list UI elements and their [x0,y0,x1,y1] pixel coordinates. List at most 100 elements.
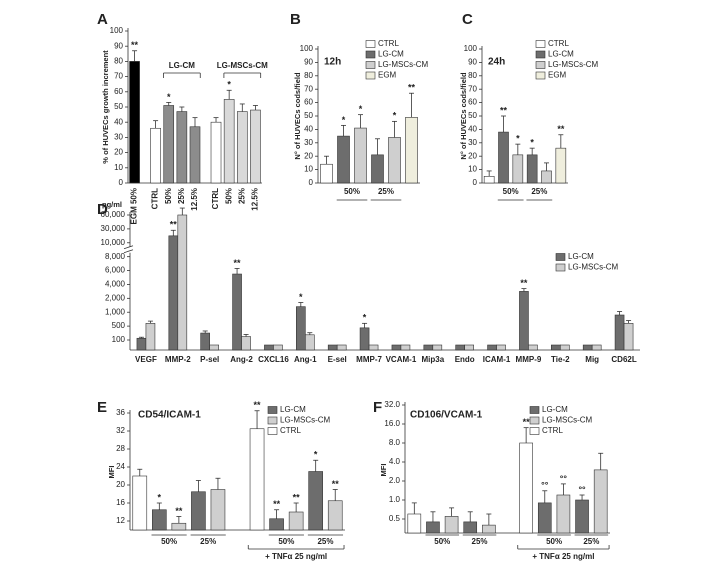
significance-label: * [363,313,367,323]
y-tick-label: 70 [468,84,477,93]
panel-label: D [97,201,108,218]
bar [129,61,140,184]
group-label: 50% [344,187,360,196]
y-tick-label: 8,000 [105,252,126,261]
x-tick-label: CTRL [211,188,220,209]
bar [191,491,206,531]
x-tick-label: 12.5% [251,188,260,211]
bar [308,471,323,531]
y-tick-label: 32.0 [384,400,400,409]
bar [305,334,315,351]
x-tick-label: MMP-7 [356,355,382,364]
legend-swatch [535,50,546,59]
bar [223,99,235,184]
bar [519,291,529,351]
bar [296,306,306,351]
legend-swatch [267,406,278,414]
bar [327,344,338,351]
bar [463,521,478,534]
y-tick-label: 16.0 [384,419,400,428]
y-tick-label: 100 [110,26,124,35]
significance-label: * [299,292,303,302]
bar [512,154,524,184]
significance-label: ** [234,258,242,268]
y-tick-label: 0 [119,178,124,187]
bar [575,499,589,534]
x-tick-label: VEGF [135,355,157,364]
bar [526,154,538,184]
legend-swatch [529,406,540,414]
y-axis-label: N° of HUVECs cods/field [293,72,302,160]
group-label: LG-MSCs-CM [217,61,268,70]
y-axis-label: N° of HUVECs cods/field [459,72,468,160]
axis-break [124,246,134,253]
y-tick-label: 36 [116,408,125,417]
bar [482,524,496,534]
x-tick-label: CD62L [611,355,636,364]
significance-label: * [516,134,520,144]
y-tick-label: 40 [114,117,123,126]
y-tick-label: 70 [114,72,123,81]
x-tick-label: 25% [237,188,246,204]
bar [264,344,274,351]
legend-label: LG-CM [542,405,568,414]
bar [145,323,156,351]
legend-label: LG-MSCs-CM [548,60,599,69]
legend-label: CTRL [378,39,399,48]
legend-swatch [535,61,546,69]
y-tick-label: 10 [304,165,313,174]
y-tick-label: 24 [116,462,125,471]
y-tick-label: 20 [114,148,123,157]
y-axis-label: MFI [107,466,116,479]
significance-label: ** [523,417,531,427]
y-tick-label: 60 [304,98,313,107]
bar [210,489,226,531]
bar [582,344,593,351]
group-label: 50% [278,537,294,546]
bar [555,147,567,184]
y-tick-label: 10,000 [101,238,126,247]
legend-label: LG-CM [378,50,404,59]
x-tick-label: 25% [177,188,186,204]
y-tick-label: 60,000 [101,210,126,219]
bar [444,516,459,534]
y-axis-label: MFI [379,464,388,477]
axis-break [123,245,134,250]
x-tick-label: 50% [164,188,173,204]
bar [496,344,506,351]
bar [327,500,343,531]
significance-label: ** [520,278,528,288]
group-label: 50% [434,537,450,546]
legend-label: LG-CM [568,252,594,261]
y-tick-label: 60 [468,98,477,107]
y-tick-label: 30 [114,133,123,142]
x-tick-label: 12.5% [190,188,199,211]
legend-swatch [267,427,278,435]
significance-label: * [167,92,171,102]
bar [426,521,440,534]
bar [136,337,147,351]
significance-label: ** [332,479,340,489]
bar [464,344,474,351]
y-tick-label: 50 [114,102,123,111]
bar [614,314,625,351]
significance-label: ** [175,506,183,516]
y-tick-label: 90 [114,41,123,50]
legend-swatch [365,61,376,69]
x-tick-label: Ang-2 [230,355,253,364]
y-axis-label: pg/ml [102,200,122,209]
y-tick-label: 80 [304,71,313,80]
legend-label: CTRL [542,426,563,435]
significance-label: * [393,111,397,121]
significance-label: ** [273,499,281,509]
bar [288,511,304,531]
y-tick-label: 16 [116,498,125,507]
y-tick-label: 8.0 [389,438,401,447]
y-tick-label: 28 [116,444,125,453]
bar [359,327,370,351]
y-tick-label: 0 [309,178,314,187]
panel-label: F [373,399,382,416]
bar [249,428,265,531]
group-label: 25% [200,537,216,546]
